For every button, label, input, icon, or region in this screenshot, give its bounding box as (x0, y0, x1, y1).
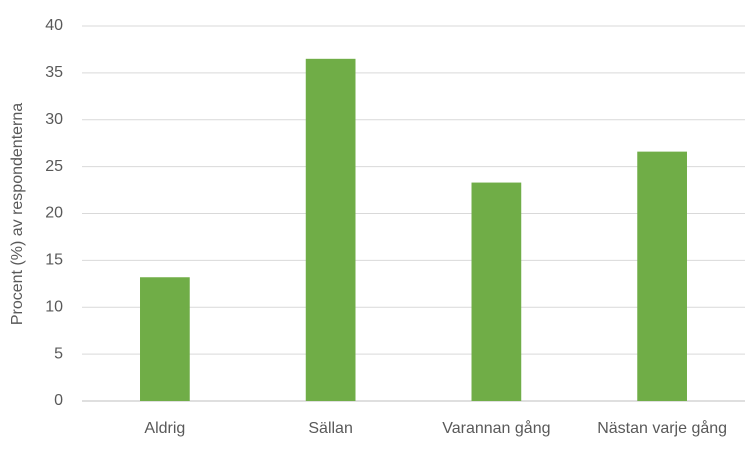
x-tick-label: Aldrig (144, 420, 186, 437)
y-tick-label: 40 (45, 17, 63, 34)
bar (140, 277, 190, 401)
x-tick-label: Sällan (308, 420, 353, 437)
y-tick-label: 25 (45, 158, 63, 175)
y-tick-label: 0 (54, 392, 63, 409)
y-tick-label: 30 (45, 111, 63, 128)
bar (305, 58, 356, 401)
y-tick-label: 5 (54, 345, 63, 362)
x-tick-label: Nästan varje gång (597, 420, 728, 437)
y-tick-label: 10 (45, 298, 63, 315)
bar (637, 151, 687, 401)
y-tick-label: 20 (45, 205, 63, 222)
y-axis-label: Procent (%) av respondenterna (9, 103, 26, 325)
bar (471, 182, 522, 401)
x-tick-label: Varannan gång (442, 420, 551, 437)
y-tick-label: 35 (45, 64, 63, 81)
y-tick-label: 15 (45, 252, 63, 269)
